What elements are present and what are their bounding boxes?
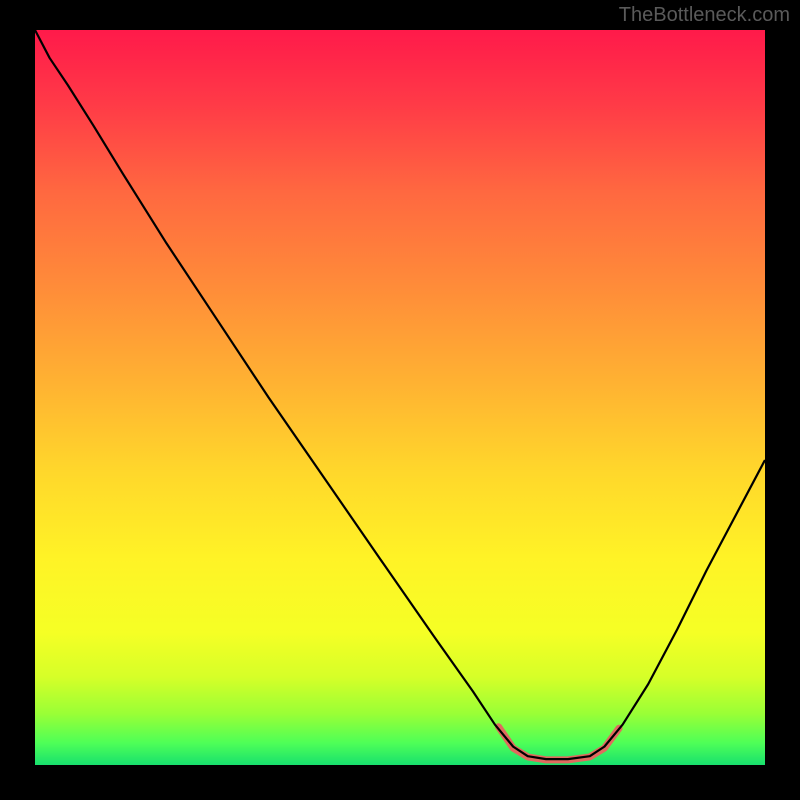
- highlight-band: [499, 727, 619, 760]
- chart-container: TheBottleneck.com: [0, 0, 800, 800]
- curve-layer: [35, 30, 765, 765]
- plot-area: [35, 30, 765, 765]
- watermark-text: TheBottleneck.com: [619, 4, 790, 27]
- bottleneck-curve: [35, 30, 765, 759]
